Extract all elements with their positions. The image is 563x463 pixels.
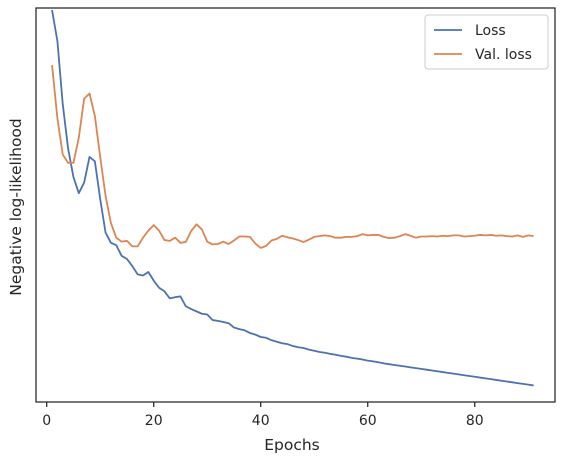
x-tick-label: 40 [252,413,270,429]
legend-box [424,14,549,70]
legend-label-loss: Loss [475,23,506,39]
series-layer [51,9,534,387]
x-tick-label: 0 [42,413,51,429]
plot-frame [35,7,556,403]
series-line-val-loss [51,65,534,249]
legend-label-val-loss: Val. loss [475,47,532,63]
x-tick-label: 20 [145,413,163,429]
x-tick-label: 80 [466,413,484,429]
x-tick-label: 60 [359,413,377,429]
x-axis-ticks: 0 20 40 60 80 [42,402,484,429]
x-axis-label: Epochs [264,436,320,454]
legend: Loss Val. loss [424,14,549,70]
series-line-loss [51,9,534,387]
y-axis-label: Negative log-likelihood [7,118,25,296]
